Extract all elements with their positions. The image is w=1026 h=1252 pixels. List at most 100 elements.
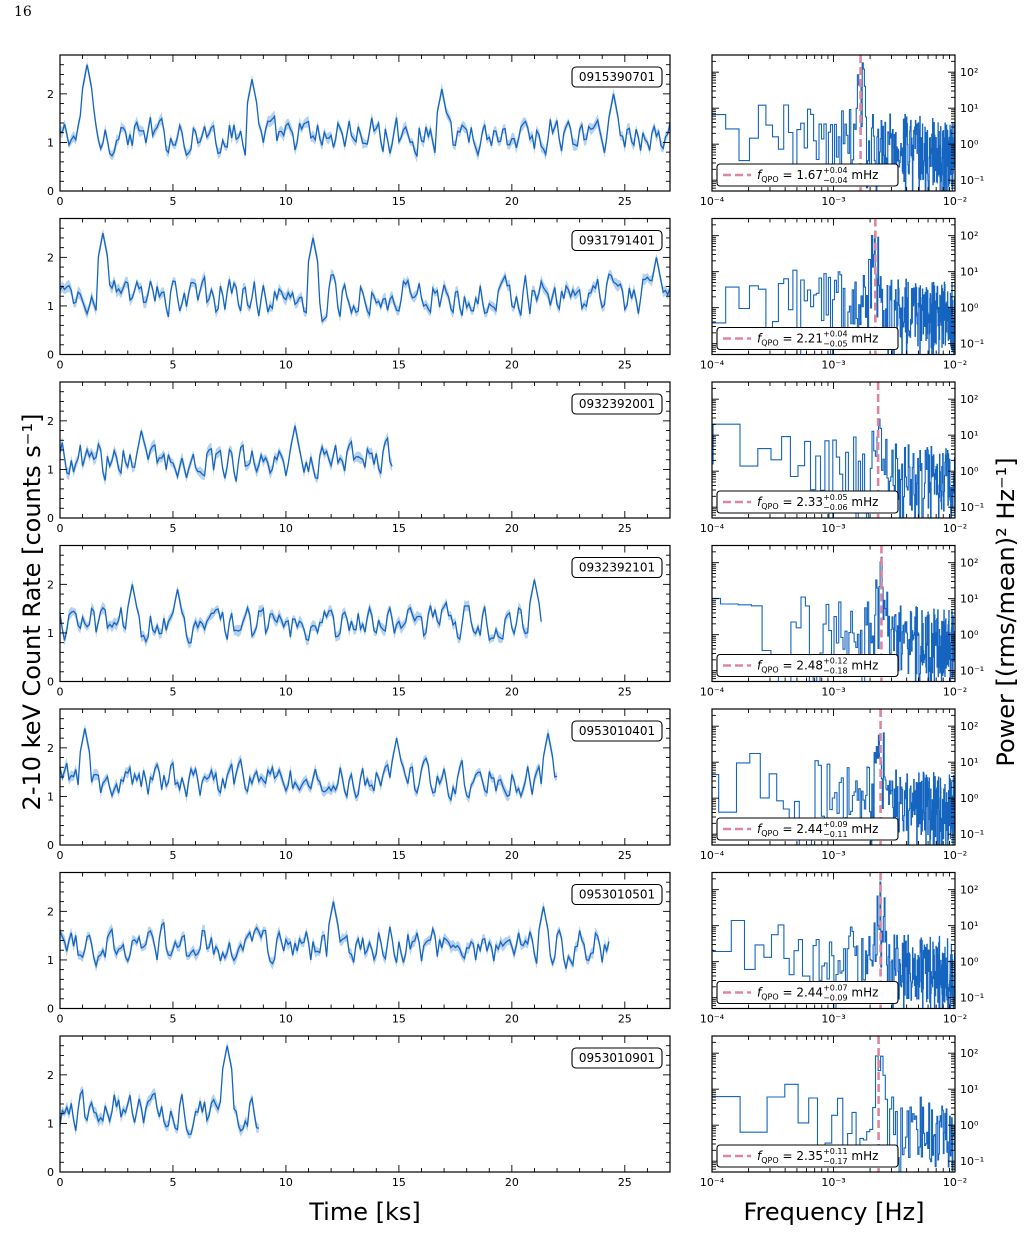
y-tick-label: 2 (47, 905, 54, 918)
page-number: 16 (14, 4, 32, 20)
freq-tick-label: 10⁻² (943, 1013, 967, 1026)
legend-box (716, 163, 899, 187)
y-tick-label: 2 (47, 742, 54, 755)
power-tick-label: 10⁰ (960, 629, 979, 642)
power-tick-label: 10² (960, 720, 978, 733)
power-spectrum-line (712, 62, 955, 191)
x-tick-label: 5 (169, 686, 176, 699)
legend-box (716, 326, 899, 351)
x-tick-label: 5 (169, 849, 176, 862)
light-curve-panel: 0 5 10 15 20 25 0 1 2 0931791401 (47, 217, 671, 372)
x-tick-label: 5 (169, 1176, 176, 1189)
y-tick-label: 1 (47, 463, 54, 476)
x-tick-label: 20 (505, 686, 519, 699)
qpo-legend: fQPO = 2.44+0.09 −0.11 mHz (716, 817, 899, 841)
power-spectrum-line (712, 881, 955, 1009)
time-axis-title: Time [ks] (308, 1198, 421, 1226)
frequency-axis-title: Frequency [Hz] (744, 1198, 925, 1226)
freq-tick-label: 10⁻⁴ (700, 1013, 725, 1026)
freq-tick-label: 10⁻³ (821, 359, 845, 372)
y-tick-label: 1 (47, 136, 54, 149)
freq-tick-label: 10⁻² (943, 522, 967, 535)
qpo-legend: fQPO = 1.67+0.04 −0.04 mHz (716, 163, 899, 187)
obs-id-box (571, 883, 663, 906)
x-tick-label: 25 (618, 686, 632, 699)
power-tick-label: 10¹ (960, 756, 978, 769)
power-tick-label: 10⁻¹ (960, 828, 984, 841)
light-curve-error-band (60, 723, 557, 806)
x-tick-label: 10 (279, 359, 293, 372)
power-spectrum-panel: 10⁻⁴ 10⁻³ 10⁻² 10⁻¹ 10⁰ 10¹ 10² fQPO = 2.44+0.0… (700, 708, 984, 862)
freq-tick-label: 10⁻⁴ (700, 686, 725, 699)
x-tick-label: 25 (618, 849, 632, 862)
y-tick-label: 1 (47, 627, 54, 640)
freq-tick-label: 10⁻⁴ (700, 195, 725, 208)
y-tick-label: 1 (47, 790, 54, 803)
x-tick-label: 0 (57, 1176, 64, 1189)
obs-id-box (571, 393, 663, 415)
y-tick-label: 1 (47, 954, 54, 967)
power-tick-label: 10⁰ (960, 1119, 979, 1132)
power-spectrum-panel: 10⁻⁴ 10⁻³ 10⁻² 10⁻¹ 10⁰ 10¹ 10² fQPO = 2.44+0.0… (700, 871, 984, 1026)
power-spectrum-panel: 10⁻⁴ 10⁻³ 10⁻² 10⁻¹ 10⁰ 10¹ 10² fQPO = 2.35+0.1… (700, 1035, 984, 1189)
x-tick-label: 20 (505, 195, 519, 208)
light-curve-error-band (60, 61, 670, 163)
x-tick-label: 15 (392, 849, 406, 862)
obs-id-label: 0953010501 (579, 888, 655, 902)
qpo-legend-text: fQPO = 2.48+0.12 −0.18 mHz (757, 657, 878, 676)
x-tick-label: 10 (279, 1013, 293, 1026)
freq-tick-label: 10⁻³ (821, 686, 845, 699)
freq-tick-label: 10⁻² (943, 849, 967, 862)
qpo-legend: fQPO = 2.33+0.05 −0.06 mHz (716, 490, 899, 514)
light-curve-line (59, 579, 542, 644)
light-curve-line (59, 728, 558, 802)
power-tick-label: 10⁻¹ (960, 501, 984, 514)
legend-box (716, 490, 899, 514)
power-spectrum-panel: 10⁻⁴ 10⁻³ 10⁻² 10⁻¹ 10⁰ 10¹ 10² fQPO = 1.67+0.0… (700, 54, 984, 208)
legend-box (716, 980, 899, 1005)
power-spectrum-panel: 10⁻⁴ 10⁻³ 10⁻² 10⁻¹ 10⁰ 10¹ 10² fQPO = 2.21+0.0… (700, 217, 984, 372)
freq-tick-label: 10⁻³ (821, 1013, 845, 1026)
freq-tick-label: 10⁻³ (821, 1176, 845, 1189)
freq-tick-label: 10⁻² (943, 359, 967, 372)
light-curve-panel: 0 5 10 15 20 25 0 1 2 0915390701 (47, 54, 671, 208)
x-tick-label: 20 (505, 1176, 519, 1189)
x-tick-label: 15 (392, 1176, 406, 1189)
power-spectrum-panel: 10⁻⁴ 10⁻³ 10⁻² 10⁻¹ 10⁰ 10¹ 10² fQPO = 2.48+0.1… (700, 544, 984, 699)
power-tick-label: 10⁰ (960, 465, 979, 478)
x-tick-label: 5 (169, 359, 176, 372)
light-curve-panel: 0 5 10 15 20 25 0 1 2 0953010401 (47, 708, 671, 862)
qpo-legend: fQPO = 2.44+0.07 −0.09 mHz (716, 980, 899, 1005)
legend-box (716, 1144, 899, 1168)
power-tick-label: 10⁻¹ (960, 1155, 984, 1168)
freq-tick-label: 10⁻³ (821, 849, 845, 862)
x-tick-label: 20 (505, 1013, 519, 1026)
legend-box (716, 817, 899, 841)
freq-tick-label: 10⁻³ (821, 522, 845, 535)
obs-id-label: 0953010901 (579, 1051, 655, 1065)
power-tick-label: 10² (960, 557, 978, 570)
light-curve-panel: 0 5 10 15 20 25 0 1 2 0953010901 (47, 1035, 671, 1189)
x-tick-label: 5 (169, 1013, 176, 1026)
x-tick-label: 25 (618, 195, 632, 208)
obs-id-box (571, 556, 663, 579)
x-tick-label: 5 (169, 195, 176, 208)
y-tick-label: 2 (47, 578, 54, 591)
x-tick-label: 25 (618, 522, 632, 535)
x-tick-label: 10 (279, 849, 293, 862)
power-tick-label: 10² (960, 66, 978, 79)
y-tick-label: 0 (47, 676, 54, 689)
light-curve-error-band (60, 420, 393, 486)
light-curve-line (59, 901, 610, 969)
obs-id-label: 0931791401 (579, 234, 655, 248)
power-axis-title: Power [(rms/mean)² Hz⁻¹] (992, 457, 1020, 766)
x-tick-label: 15 (392, 686, 406, 699)
obs-id-label: 0932392001 (579, 397, 655, 411)
power-tick-label: 10¹ (960, 102, 978, 115)
power-tick-label: 10¹ (960, 429, 978, 442)
x-tick-label: 20 (505, 522, 519, 535)
